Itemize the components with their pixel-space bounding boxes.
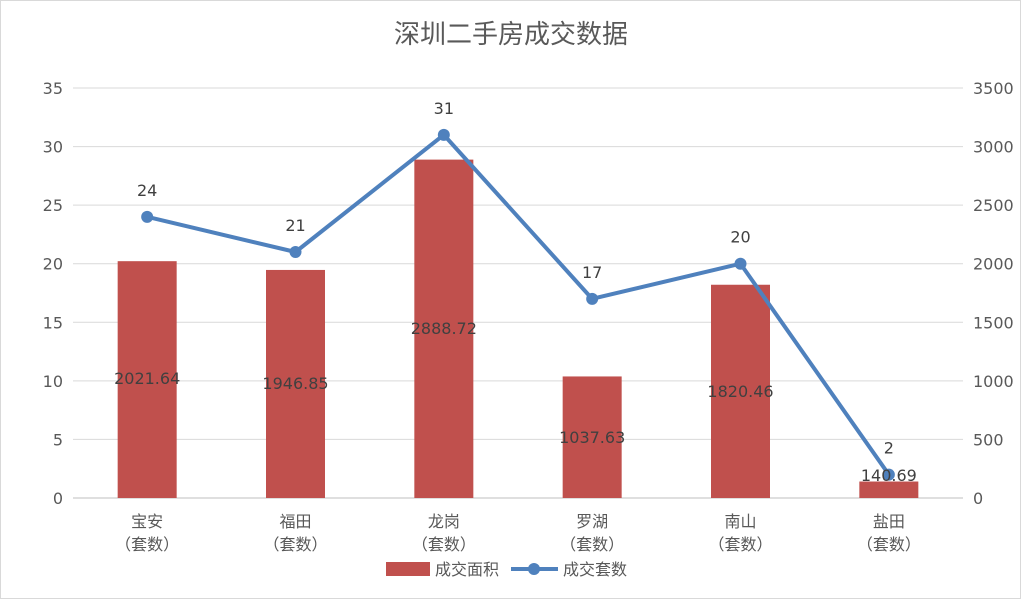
legend-line-marker [528, 563, 540, 575]
bar [117, 261, 177, 498]
bar [266, 269, 325, 498]
line-data-label: 20 [730, 228, 750, 247]
line-point [437, 128, 450, 141]
legend-label-bar: 成交面积 [435, 560, 499, 579]
category-label-sub: （套数） [560, 535, 624, 554]
left-tick-label: 25 [43, 196, 63, 215]
category-label-sub: （套数） [412, 535, 476, 554]
category-label-sub: （套数） [857, 535, 921, 554]
left-tick-label: 20 [43, 255, 63, 274]
bar-data-label: 1037.63 [559, 428, 625, 447]
left-tick-label: 5 [53, 430, 63, 449]
category-label-sub: （套数） [115, 535, 179, 554]
right-tick-label: 500 [973, 430, 1004, 449]
bar-data-label: 2888.72 [411, 319, 477, 338]
line-data-label: 2 [884, 439, 894, 458]
line-point [882, 468, 895, 481]
line-data-label: 21 [285, 216, 305, 235]
right-tick-label: 1500 [973, 313, 1014, 332]
bar [414, 159, 474, 498]
line-data-label: 17 [582, 263, 602, 282]
legend-bar-swatch [386, 562, 430, 576]
left-tick-label: 35 [43, 79, 63, 98]
category-label: 福田 [279, 512, 311, 531]
line-data-label: 31 [434, 99, 454, 118]
left-tick-label: 0 [53, 489, 63, 508]
legend-label-line: 成交套数 [563, 560, 627, 579]
category-label: 南山 [724, 512, 756, 531]
left-tick-label: 30 [43, 138, 63, 157]
category-label: 罗湖 [576, 512, 608, 531]
right-tick-label: 2500 [973, 196, 1014, 215]
bar [562, 376, 622, 498]
series-line [146, 132, 891, 476]
category-label-sub: （套数） [708, 535, 772, 554]
bar-data-label: 2021.64 [114, 369, 180, 388]
line-point [734, 257, 747, 270]
bar-data-label: 1820.46 [707, 382, 773, 401]
category-label: 盐田 [873, 512, 905, 531]
bar [859, 481, 919, 498]
right-tick-label: 3500 [973, 79, 1014, 98]
right-tick-label: 0 [973, 489, 983, 508]
line-point [586, 292, 599, 305]
category-label-sub: （套数） [263, 535, 327, 554]
right-tick-label: 3000 [973, 138, 1014, 157]
line-point [141, 210, 154, 223]
right-tick-label: 1000 [973, 372, 1014, 391]
bar-data-label: 1946.85 [262, 374, 328, 393]
category-label: 龙岗 [428, 512, 460, 531]
bar [711, 284, 770, 498]
line-point [289, 246, 302, 258]
left-tick-label: 10 [43, 372, 63, 391]
category-label: 宝安 [131, 512, 163, 531]
chart-title: 深圳二手房成交数据 [394, 20, 628, 50]
left-tick-label: 15 [43, 313, 63, 332]
right-tick-label: 2000 [973, 255, 1014, 274]
bar-data-label: 140.69 [861, 466, 917, 485]
line-data-label: 24 [137, 181, 157, 200]
